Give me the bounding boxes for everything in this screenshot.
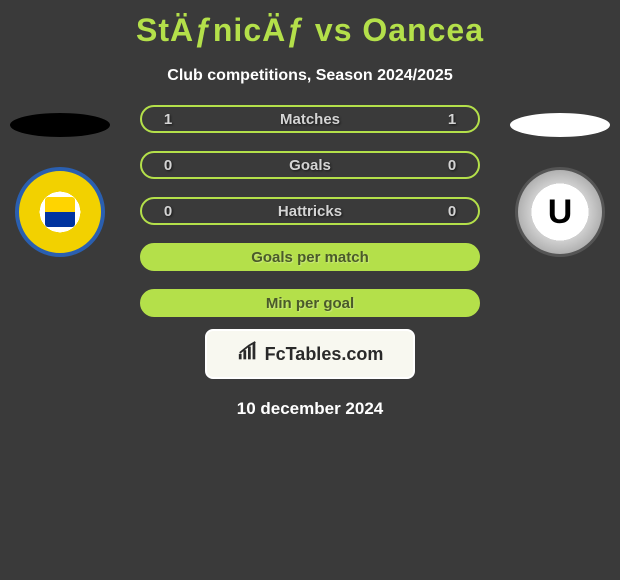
stat-left-value: 0 xyxy=(158,157,178,174)
stat-right-value: 0 xyxy=(442,203,462,220)
brand-box[interactable]: FcTables.com xyxy=(205,329,415,379)
stat-right-value: 1 xyxy=(442,111,462,128)
stat-left-value: 0 xyxy=(158,203,178,220)
comparison-row: 1Matches10Goals00Hattricks0Goals per mat… xyxy=(0,105,620,317)
stat-pill-matches: 1Matches1 xyxy=(140,105,480,133)
brand-text: FcTables.com xyxy=(265,344,384,365)
stat-label: Min per goal xyxy=(178,295,442,312)
left-team-ellipse xyxy=(10,113,110,137)
page-title: StÄƒnicÄƒ vs Oancea xyxy=(0,0,620,49)
stat-right-value: 0 xyxy=(442,157,462,174)
stat-pill-min-per-goal: Min per goal xyxy=(140,289,480,317)
stat-label: Hattricks xyxy=(178,203,442,220)
date-line: 10 december 2024 xyxy=(0,399,620,419)
left-team-badge xyxy=(15,167,105,257)
right-team-badge: U xyxy=(515,167,605,257)
stat-pill-hattricks: 0Hattricks0 xyxy=(140,197,480,225)
right-team-col: U xyxy=(500,105,620,257)
stat-label: Matches xyxy=(178,111,442,128)
stat-left-value: 1 xyxy=(158,111,178,128)
stat-pill-goals-per-match: Goals per match xyxy=(140,243,480,271)
right-badge-letter: U xyxy=(548,193,573,232)
left-team-col xyxy=(0,105,120,257)
stats-col: 1Matches10Goals00Hattricks0Goals per mat… xyxy=(120,105,500,317)
stat-pill-goals: 0Goals0 xyxy=(140,151,480,179)
right-team-ellipse xyxy=(510,113,610,137)
stat-label: Goals per match xyxy=(178,249,442,266)
stat-label: Goals xyxy=(178,157,442,174)
subtitle: Club competitions, Season 2024/2025 xyxy=(0,67,620,85)
chart-icon xyxy=(237,341,259,368)
